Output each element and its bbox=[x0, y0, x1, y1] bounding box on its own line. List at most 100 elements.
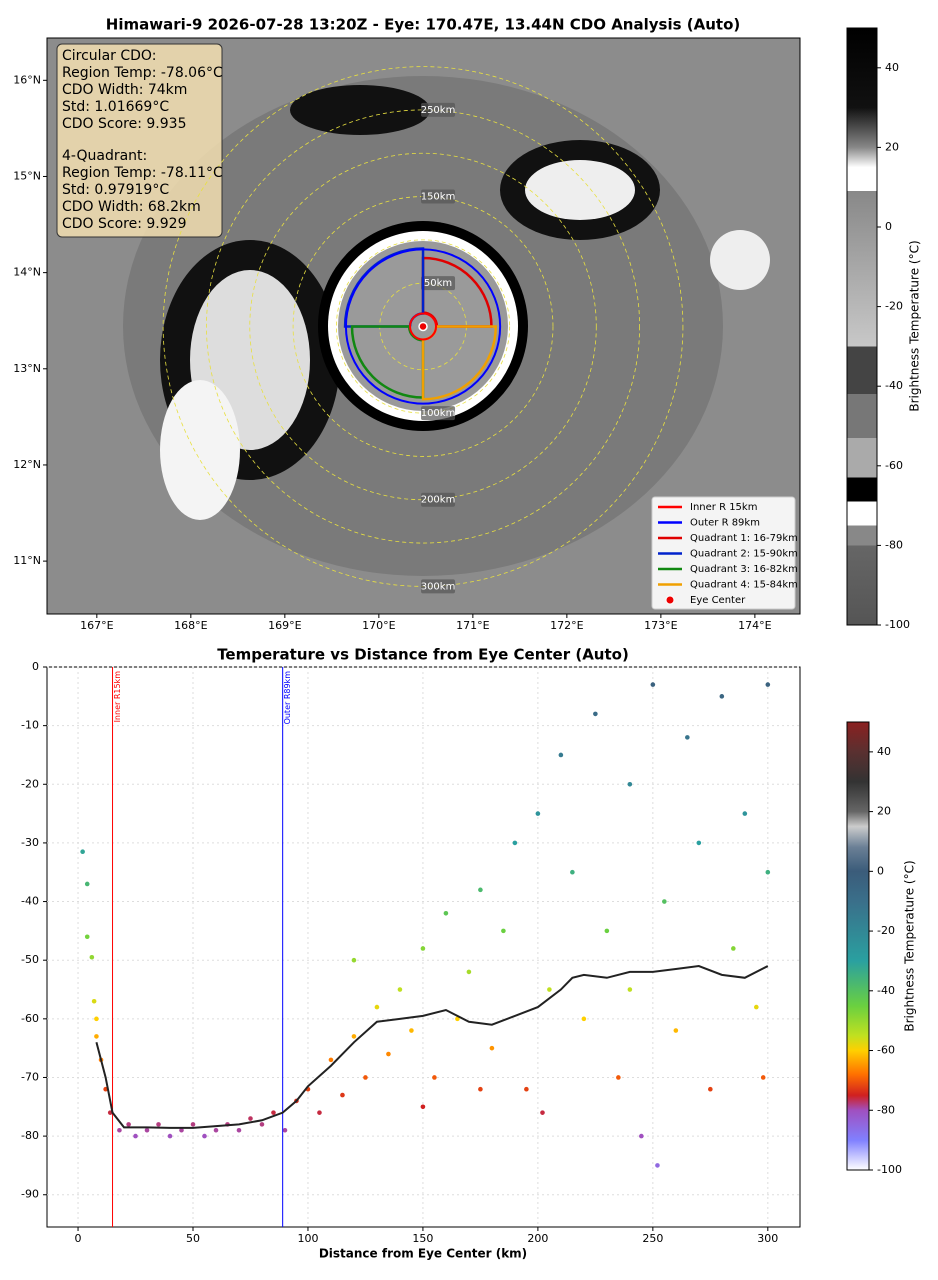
y-tick-label: -70 bbox=[21, 1070, 39, 1083]
x-tick-label: 170°E bbox=[362, 619, 395, 632]
scatter-point bbox=[627, 987, 633, 992]
scatter-point bbox=[133, 1133, 138, 1139]
y-tick-label: -10 bbox=[21, 719, 39, 732]
range-ring bbox=[249, 152, 597, 501]
colorbar-tick-label: -100 bbox=[885, 618, 910, 631]
info-line: CDO Score: 9.929 bbox=[62, 216, 186, 232]
colorbar bbox=[846, 27, 878, 626]
x-tick-label: 250 bbox=[642, 1232, 663, 1245]
colorbar-tick-label: -80 bbox=[885, 538, 903, 551]
scatter-point bbox=[616, 1075, 621, 1080]
x-tick-label: 174°E bbox=[738, 619, 771, 632]
scatter-point bbox=[765, 682, 771, 687]
scatter-point bbox=[236, 1127, 242, 1133]
legend-label: Quadrant 2: 15-90km bbox=[690, 549, 798, 560]
scatter-point bbox=[89, 954, 95, 960]
scatter-point bbox=[489, 1045, 495, 1051]
scatter-point bbox=[156, 1122, 161, 1127]
scatter-point bbox=[340, 1092, 345, 1098]
scatter-point bbox=[420, 1104, 426, 1110]
y-tick-label: 14°N bbox=[13, 266, 41, 279]
scatter-point bbox=[80, 849, 85, 855]
scatter-point bbox=[282, 1127, 288, 1133]
scatter-point bbox=[501, 928, 506, 934]
scatter-point bbox=[754, 1004, 759, 1010]
info-line: Region Temp: -78.06°C bbox=[62, 65, 223, 81]
legend-swatch bbox=[665, 595, 675, 605]
x-tick-label: 173°E bbox=[644, 619, 677, 632]
info-line: CDO Score: 9.935 bbox=[62, 116, 186, 132]
x-tick-label: 200 bbox=[527, 1232, 548, 1245]
info-line: 4-Quadrant: bbox=[62, 148, 147, 164]
outer-radius bbox=[344, 248, 502, 405]
x-tick-label: 169°E bbox=[268, 619, 301, 632]
scatter-point bbox=[420, 946, 426, 951]
y-tick-label: -90 bbox=[21, 1188, 39, 1201]
colorbar-tick-label: 0 bbox=[885, 220, 892, 233]
scatter-point bbox=[374, 1004, 380, 1010]
y-tick-label: -30 bbox=[21, 836, 39, 849]
scatter-point bbox=[558, 752, 564, 758]
colorbar-tick-label: 0 bbox=[877, 864, 884, 877]
scatter-point bbox=[167, 1133, 173, 1139]
colorbar-tick-label: -100 bbox=[877, 1163, 902, 1176]
colorbar-tick-label: -20 bbox=[877, 924, 895, 937]
scatter-point bbox=[466, 969, 472, 975]
scatter-point bbox=[593, 711, 598, 717]
ring-label: 150km bbox=[421, 192, 456, 203]
scatter-point bbox=[547, 987, 552, 992]
radius-line-label: Outer R89km bbox=[283, 671, 292, 725]
ring-label-bg bbox=[421, 276, 456, 291]
scatter-point bbox=[144, 1127, 150, 1133]
legend-label: Inner R 15km bbox=[690, 502, 757, 513]
ring-label-bg bbox=[421, 492, 456, 507]
map-title: Himawari-9 2026-07-28 13:20Z - Eye: 170.… bbox=[106, 16, 740, 34]
ring-label: 250km bbox=[421, 105, 456, 116]
colorbar-tick-label: -40 bbox=[885, 379, 903, 392]
ring-label: 100km bbox=[421, 408, 456, 419]
x-tick-label: 167°E bbox=[80, 619, 113, 632]
y-tick-label: 13°N bbox=[13, 362, 41, 375]
scatter-point bbox=[478, 1086, 483, 1092]
x-tick-label: 171°E bbox=[456, 619, 489, 632]
scatter-point bbox=[117, 1127, 122, 1133]
colorbar-tick-label: -60 bbox=[877, 1044, 895, 1057]
info-line: CDO Width: 68.2km bbox=[62, 199, 201, 215]
scatter-point bbox=[351, 957, 357, 963]
y-tick-label: 16°N bbox=[13, 73, 41, 86]
legend-label: Quadrant 1: 16-79km bbox=[690, 533, 798, 544]
info-line: CDO Width: 74km bbox=[62, 82, 187, 98]
colorbar-label: Brightness Temperature (°C) bbox=[903, 860, 917, 1031]
scatter-point bbox=[259, 1122, 265, 1127]
info-line: Std: 0.97919°C bbox=[62, 182, 169, 198]
ring-label-bg bbox=[421, 102, 456, 117]
map-frame bbox=[46, 37, 801, 615]
scatter-point bbox=[271, 1110, 276, 1115]
scatter-point bbox=[443, 910, 449, 916]
scatter-point bbox=[84, 881, 90, 887]
scatter-point bbox=[328, 1057, 334, 1063]
scatter-point bbox=[84, 934, 90, 940]
colorbar bbox=[846, 721, 870, 1171]
scatter-point bbox=[397, 987, 403, 992]
scatter-point bbox=[317, 1110, 322, 1115]
x-tick-label: 0 bbox=[75, 1232, 82, 1245]
scatter-point bbox=[248, 1116, 253, 1121]
mean-line bbox=[95, 965, 769, 1129]
y-tick-label: -40 bbox=[21, 895, 39, 908]
radius-line-label: Inner R15km bbox=[113, 671, 122, 723]
scatter-point bbox=[179, 1127, 184, 1133]
y-tick-label: 15°N bbox=[13, 169, 41, 182]
scatter-point bbox=[126, 1122, 131, 1127]
scatter-point bbox=[455, 1016, 460, 1022]
legend-label: Eye Center bbox=[690, 595, 746, 606]
legend-label: Quadrant 4: 15-84km bbox=[690, 580, 798, 591]
y-tick-label: -50 bbox=[21, 953, 39, 966]
map-legend bbox=[651, 496, 796, 610]
y-tick-label: -20 bbox=[21, 777, 39, 790]
scatter-point bbox=[742, 811, 748, 816]
colorbar-label: Brightness Temperature (°C) bbox=[908, 240, 922, 411]
ring-label: 200km bbox=[421, 495, 456, 506]
scatter-point bbox=[639, 1133, 644, 1139]
